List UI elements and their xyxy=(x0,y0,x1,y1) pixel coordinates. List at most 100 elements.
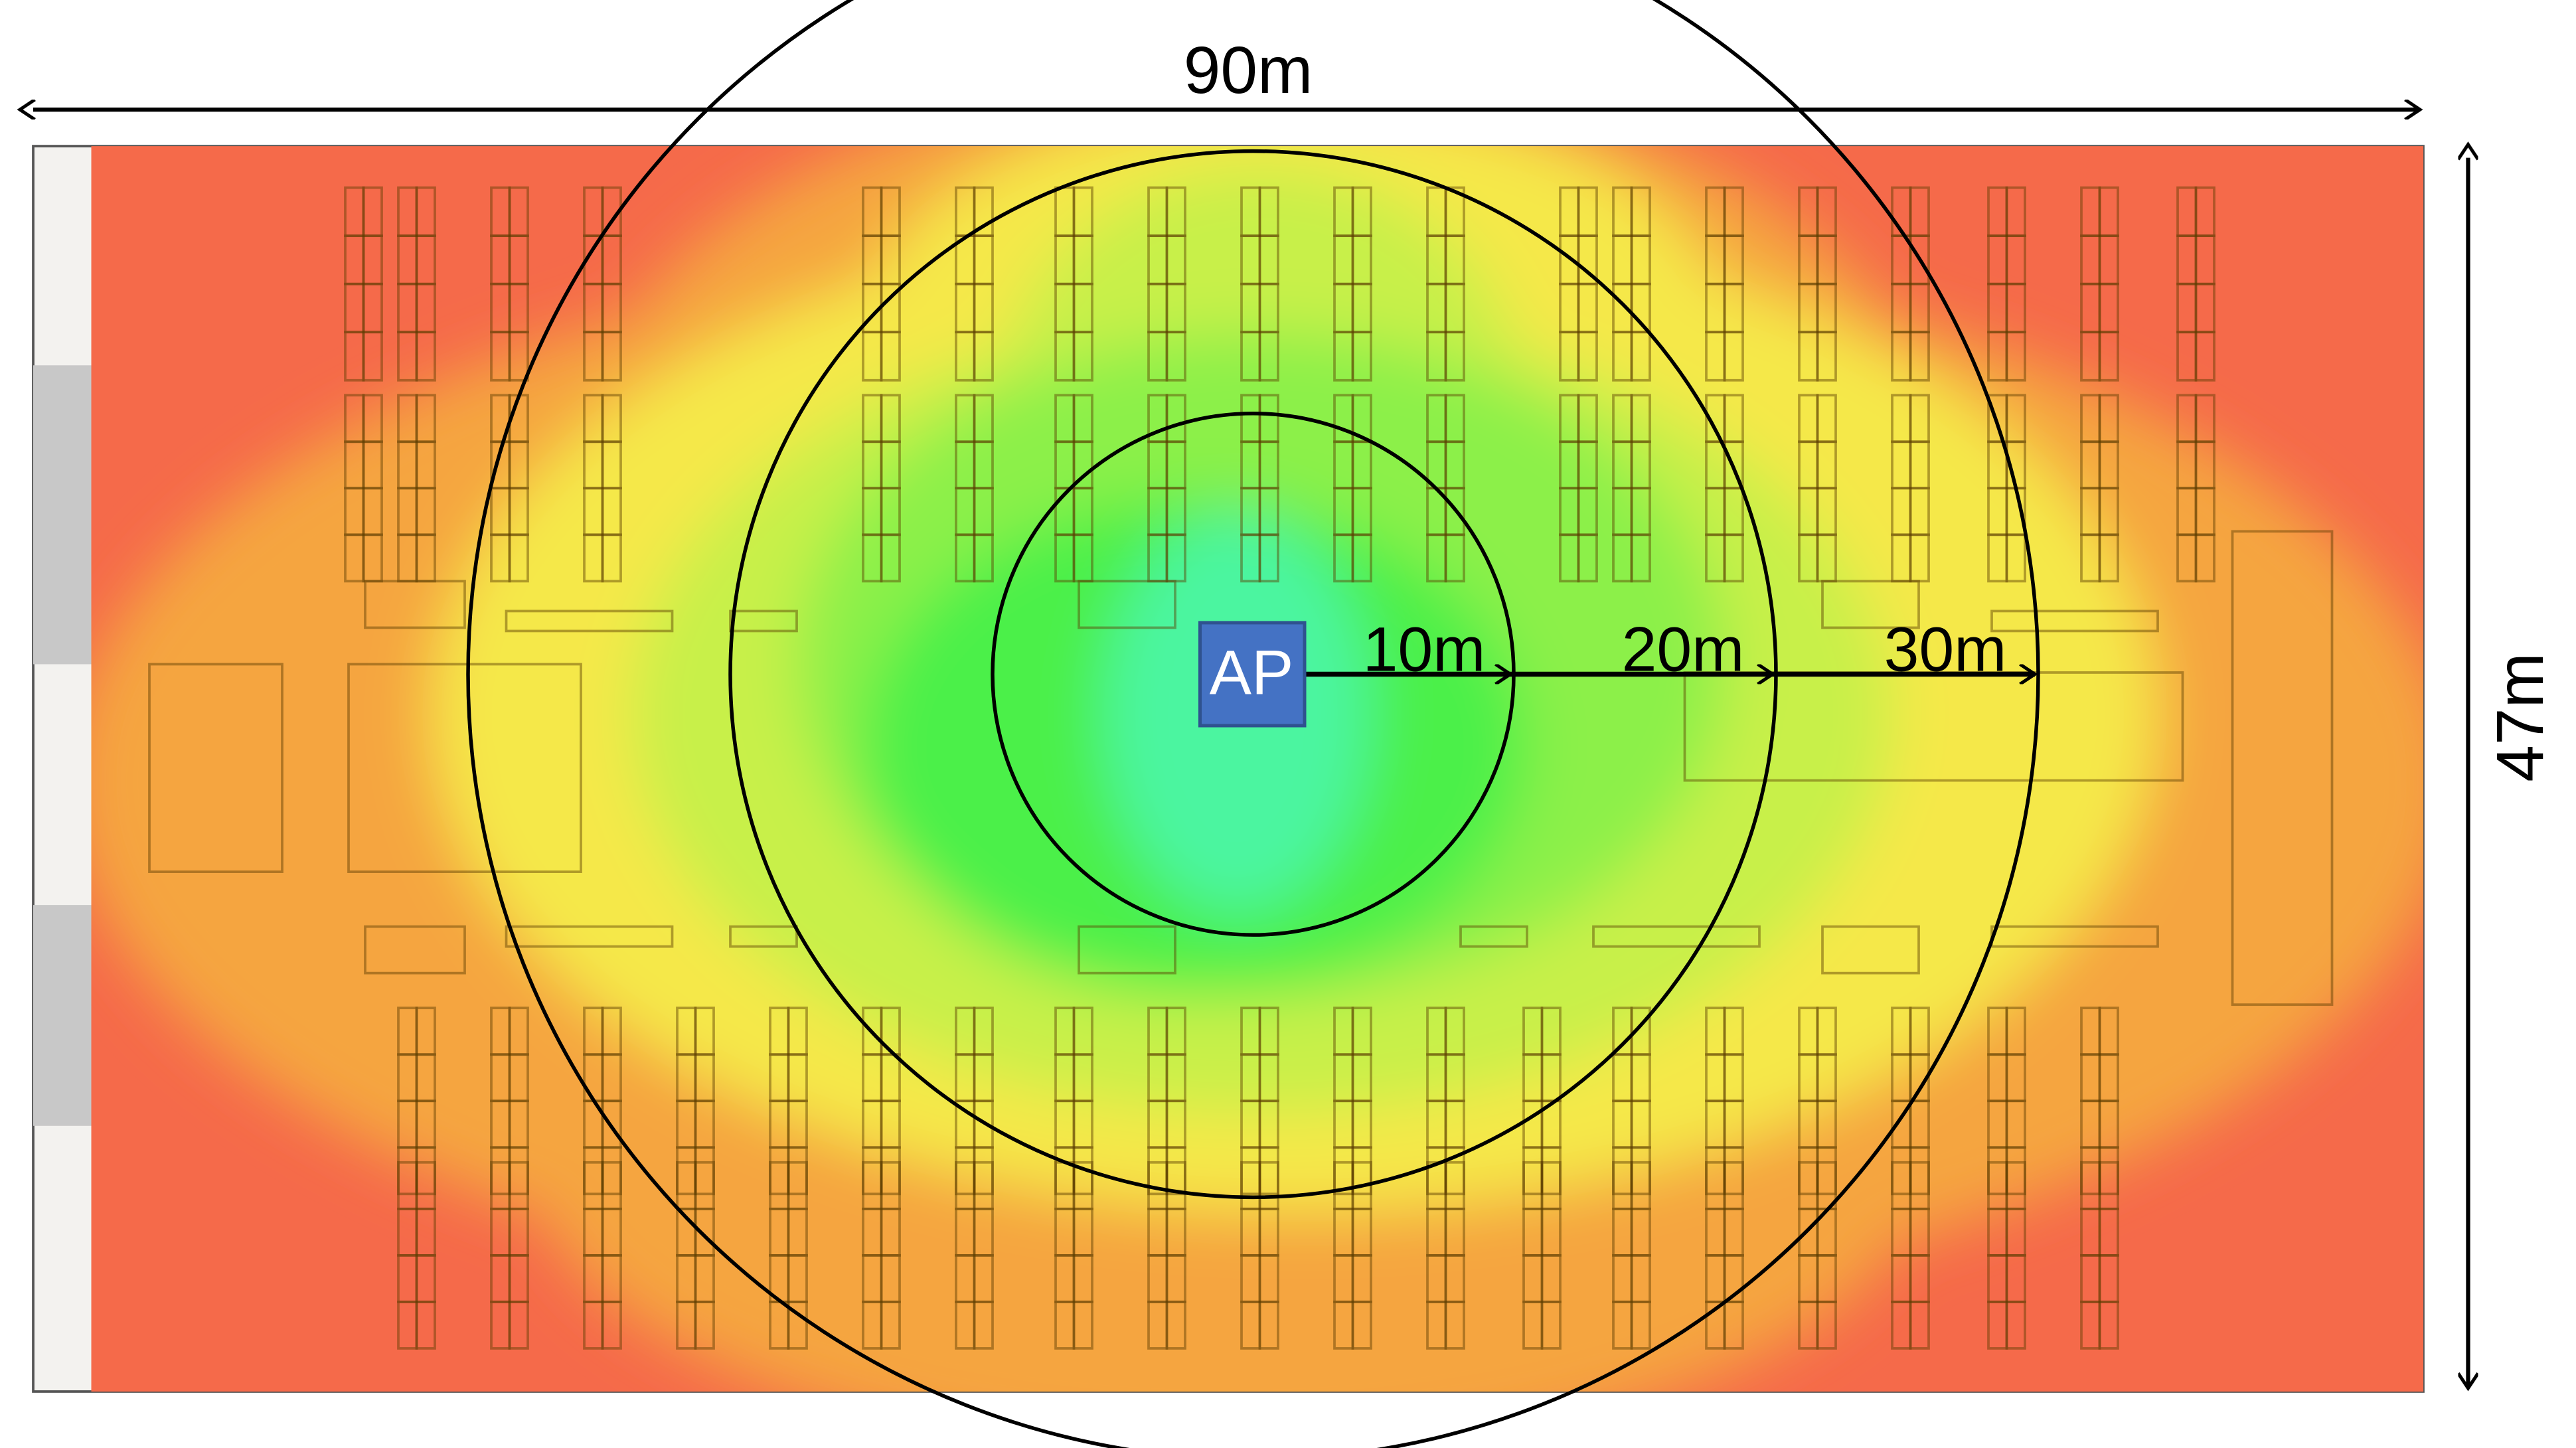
wall-gray xyxy=(33,365,100,665)
desk xyxy=(2098,533,2119,583)
desk xyxy=(1351,533,1372,583)
desk xyxy=(1909,1207,1930,1257)
desk xyxy=(1705,282,1726,334)
desk xyxy=(955,533,976,583)
desk xyxy=(1072,1253,1093,1303)
desk xyxy=(1909,1301,1930,1350)
radius-label-10m: 10m xyxy=(1363,614,1486,684)
desk xyxy=(955,1207,976,1257)
desk xyxy=(397,487,418,536)
desk xyxy=(1630,282,1651,334)
desk xyxy=(1444,1207,1465,1257)
desk xyxy=(1540,1099,1562,1149)
desk xyxy=(1426,1053,1447,1103)
desk xyxy=(862,234,883,285)
desk xyxy=(1577,331,1598,382)
desk xyxy=(397,186,418,238)
desk xyxy=(415,440,436,490)
desk xyxy=(694,1301,715,1350)
desk xyxy=(1630,1301,1651,1350)
desk xyxy=(1630,1207,1651,1257)
desk xyxy=(601,533,622,583)
desk xyxy=(1054,1146,1076,1196)
desk xyxy=(1816,1146,1837,1196)
desk xyxy=(344,186,365,238)
desk xyxy=(1165,1207,1186,1257)
desk xyxy=(694,1006,715,1056)
desk xyxy=(583,533,604,583)
desk xyxy=(2098,440,2119,490)
desk xyxy=(1426,234,1447,285)
desk xyxy=(862,186,883,238)
desk xyxy=(1240,394,1261,443)
desk xyxy=(1816,1053,1837,1103)
desk xyxy=(729,925,798,948)
desk xyxy=(1072,282,1093,334)
desk xyxy=(1147,487,1168,536)
desk xyxy=(1705,1161,1726,1210)
desk xyxy=(2194,282,2215,334)
desk xyxy=(583,1253,604,1303)
desk xyxy=(1240,331,1261,382)
desk xyxy=(1351,440,1372,490)
desk xyxy=(2080,1253,2101,1303)
desk xyxy=(1909,487,1930,536)
desk xyxy=(1891,282,1912,334)
desk xyxy=(490,1161,511,1210)
desk xyxy=(1258,1207,1279,1257)
desk xyxy=(1909,394,1930,443)
desk xyxy=(1987,186,2008,238)
desk xyxy=(1798,234,1819,285)
desk xyxy=(1612,1301,1633,1350)
desk xyxy=(1351,1301,1372,1350)
desk xyxy=(862,487,883,536)
desk xyxy=(415,487,436,536)
desk xyxy=(1559,186,1580,238)
desk xyxy=(973,487,994,536)
desk xyxy=(955,1006,976,1056)
desk xyxy=(1723,234,1744,285)
desk xyxy=(1540,1161,1562,1210)
desk xyxy=(1351,1207,1372,1257)
desk xyxy=(787,1207,808,1257)
desk xyxy=(1891,487,1912,536)
desk xyxy=(1147,1006,1168,1056)
desk xyxy=(1444,331,1465,382)
desk xyxy=(1909,1161,1930,1210)
desk xyxy=(1258,1099,1279,1149)
desk xyxy=(1147,1207,1168,1257)
desk xyxy=(415,394,436,443)
desk xyxy=(862,440,883,490)
desk xyxy=(862,1053,883,1103)
desk xyxy=(362,533,383,583)
desk xyxy=(1351,186,1372,238)
wall-gray xyxy=(33,905,100,1126)
desk xyxy=(1723,1006,1744,1056)
desk xyxy=(1798,1207,1819,1257)
desk xyxy=(1816,1301,1837,1350)
desk xyxy=(601,331,622,382)
desk xyxy=(1351,331,1372,382)
desk xyxy=(1054,487,1076,536)
desk xyxy=(508,1099,529,1149)
desk xyxy=(1891,1161,1912,1210)
desk xyxy=(1705,1006,1726,1056)
desk xyxy=(2005,1161,2026,1210)
desk xyxy=(508,533,529,583)
desk xyxy=(1630,234,1651,285)
desk xyxy=(583,394,604,443)
desk xyxy=(1891,440,1912,490)
desk xyxy=(2005,1301,2026,1350)
desk xyxy=(1426,1146,1447,1196)
desk xyxy=(1705,1301,1726,1350)
desk xyxy=(787,1253,808,1303)
desk xyxy=(2005,533,2026,583)
desk xyxy=(2080,1301,2101,1350)
desk xyxy=(1258,1146,1279,1196)
desk xyxy=(1705,1253,1726,1303)
desk xyxy=(1798,331,1819,382)
desk xyxy=(362,331,383,382)
desk xyxy=(1240,1161,1261,1210)
desk xyxy=(1054,1006,1076,1056)
floor-plan-desks xyxy=(148,186,2334,1350)
